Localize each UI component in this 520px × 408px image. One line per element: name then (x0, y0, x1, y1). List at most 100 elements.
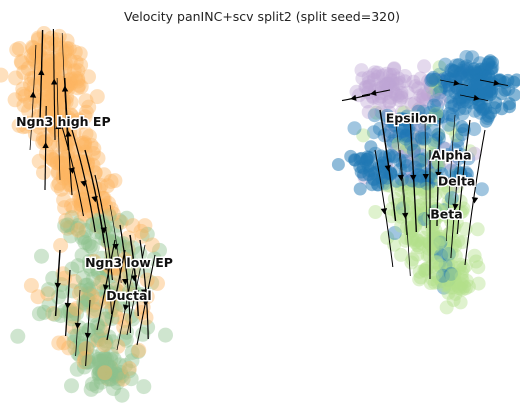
cell-point (46, 119, 62, 135)
cell-point (392, 128, 407, 143)
cell-point (458, 281, 473, 296)
cell-point (425, 215, 440, 230)
streamline (64, 269, 71, 337)
cell-point (48, 51, 64, 67)
cell-point (354, 63, 369, 78)
cell-point (43, 30, 59, 46)
cell-point (58, 164, 74, 179)
cell-point (21, 115, 37, 131)
cell-point (420, 222, 435, 237)
cell-point (418, 186, 433, 201)
cell-point (380, 77, 394, 92)
cell-point (395, 201, 410, 216)
cell-point (417, 131, 432, 146)
cell-point (415, 131, 430, 146)
streamline (75, 289, 81, 357)
cell-point (427, 275, 442, 290)
cell-point (98, 336, 114, 352)
cell-point (447, 267, 462, 282)
cell-point (386, 84, 401, 99)
cell-point (62, 53, 78, 69)
cell-point (445, 280, 460, 295)
cell-point (434, 248, 449, 263)
cell-point (426, 88, 441, 103)
cell-point (109, 375, 125, 391)
cell-point (392, 93, 407, 108)
cluster-label: Ngn3 high EP (16, 114, 110, 129)
cell-point (66, 200, 82, 216)
cell-point (431, 128, 446, 143)
cell-point (95, 365, 111, 381)
cell-point (73, 192, 89, 208)
cell-point (55, 94, 71, 110)
cell-point (357, 168, 370, 182)
cell-point (78, 104, 94, 120)
cell-point (417, 263, 432, 278)
cell-point (48, 102, 64, 118)
cell-point (432, 208, 447, 223)
cell-point (444, 225, 459, 240)
cell-point (439, 271, 454, 286)
cell-point (51, 335, 67, 351)
cell-point (465, 50, 480, 65)
cell-point (45, 56, 61, 72)
cell-point (382, 105, 397, 120)
cell-point (80, 168, 96, 184)
cluster-label: Delta (438, 173, 476, 188)
cell-point (440, 148, 455, 162)
cell-point (98, 333, 113, 349)
cell-point (40, 286, 56, 302)
cell-point (67, 274, 83, 289)
cell-point (86, 141, 102, 156)
cell-point (92, 356, 108, 372)
cell-point (81, 236, 96, 252)
cell-point (111, 371, 127, 387)
cell-point (398, 69, 412, 83)
cell-point (367, 173, 381, 187)
cell-point (450, 138, 465, 153)
cell-point (424, 73, 439, 88)
cell-point (425, 72, 440, 87)
velocity-arrow (102, 284, 110, 291)
cell-point (139, 226, 155, 242)
cell-point (374, 105, 389, 120)
cell-point (66, 125, 82, 141)
cell-point (361, 75, 376, 90)
cell-point (26, 45, 42, 61)
cell-point (118, 332, 134, 348)
cell-point (67, 340, 83, 356)
cell-point (67, 44, 83, 60)
cell-point (53, 238, 69, 253)
cell-point (114, 387, 130, 403)
cell-point (424, 146, 439, 161)
cell-point (384, 114, 399, 129)
cell-point (425, 179, 440, 194)
cell-point (413, 155, 428, 169)
cell-point (56, 192, 72, 208)
cell-point (93, 331, 109, 347)
cell-point (386, 150, 400, 164)
cell-point (444, 246, 459, 261)
cell-point (364, 140, 378, 154)
cell-point (108, 368, 124, 384)
cell-point (56, 106, 72, 122)
cell-point (411, 81, 426, 96)
cell-point (49, 92, 65, 108)
cell-point (76, 229, 92, 245)
cell-point (44, 53, 60, 69)
cell-point (39, 86, 55, 102)
velocity-arrow (68, 167, 75, 174)
cell-point (43, 150, 59, 165)
cell-point (121, 284, 137, 300)
cell-point (71, 153, 87, 169)
cell-point (394, 88, 409, 103)
cell-point (36, 72, 52, 88)
cell-point (410, 117, 425, 132)
cell-point (430, 231, 445, 246)
cell-point (40, 76, 56, 92)
cell-point (130, 344, 146, 360)
cell-point (453, 295, 468, 310)
cell-point (81, 336, 97, 352)
velocity-arrow (80, 180, 87, 187)
cell-point (64, 198, 79, 214)
